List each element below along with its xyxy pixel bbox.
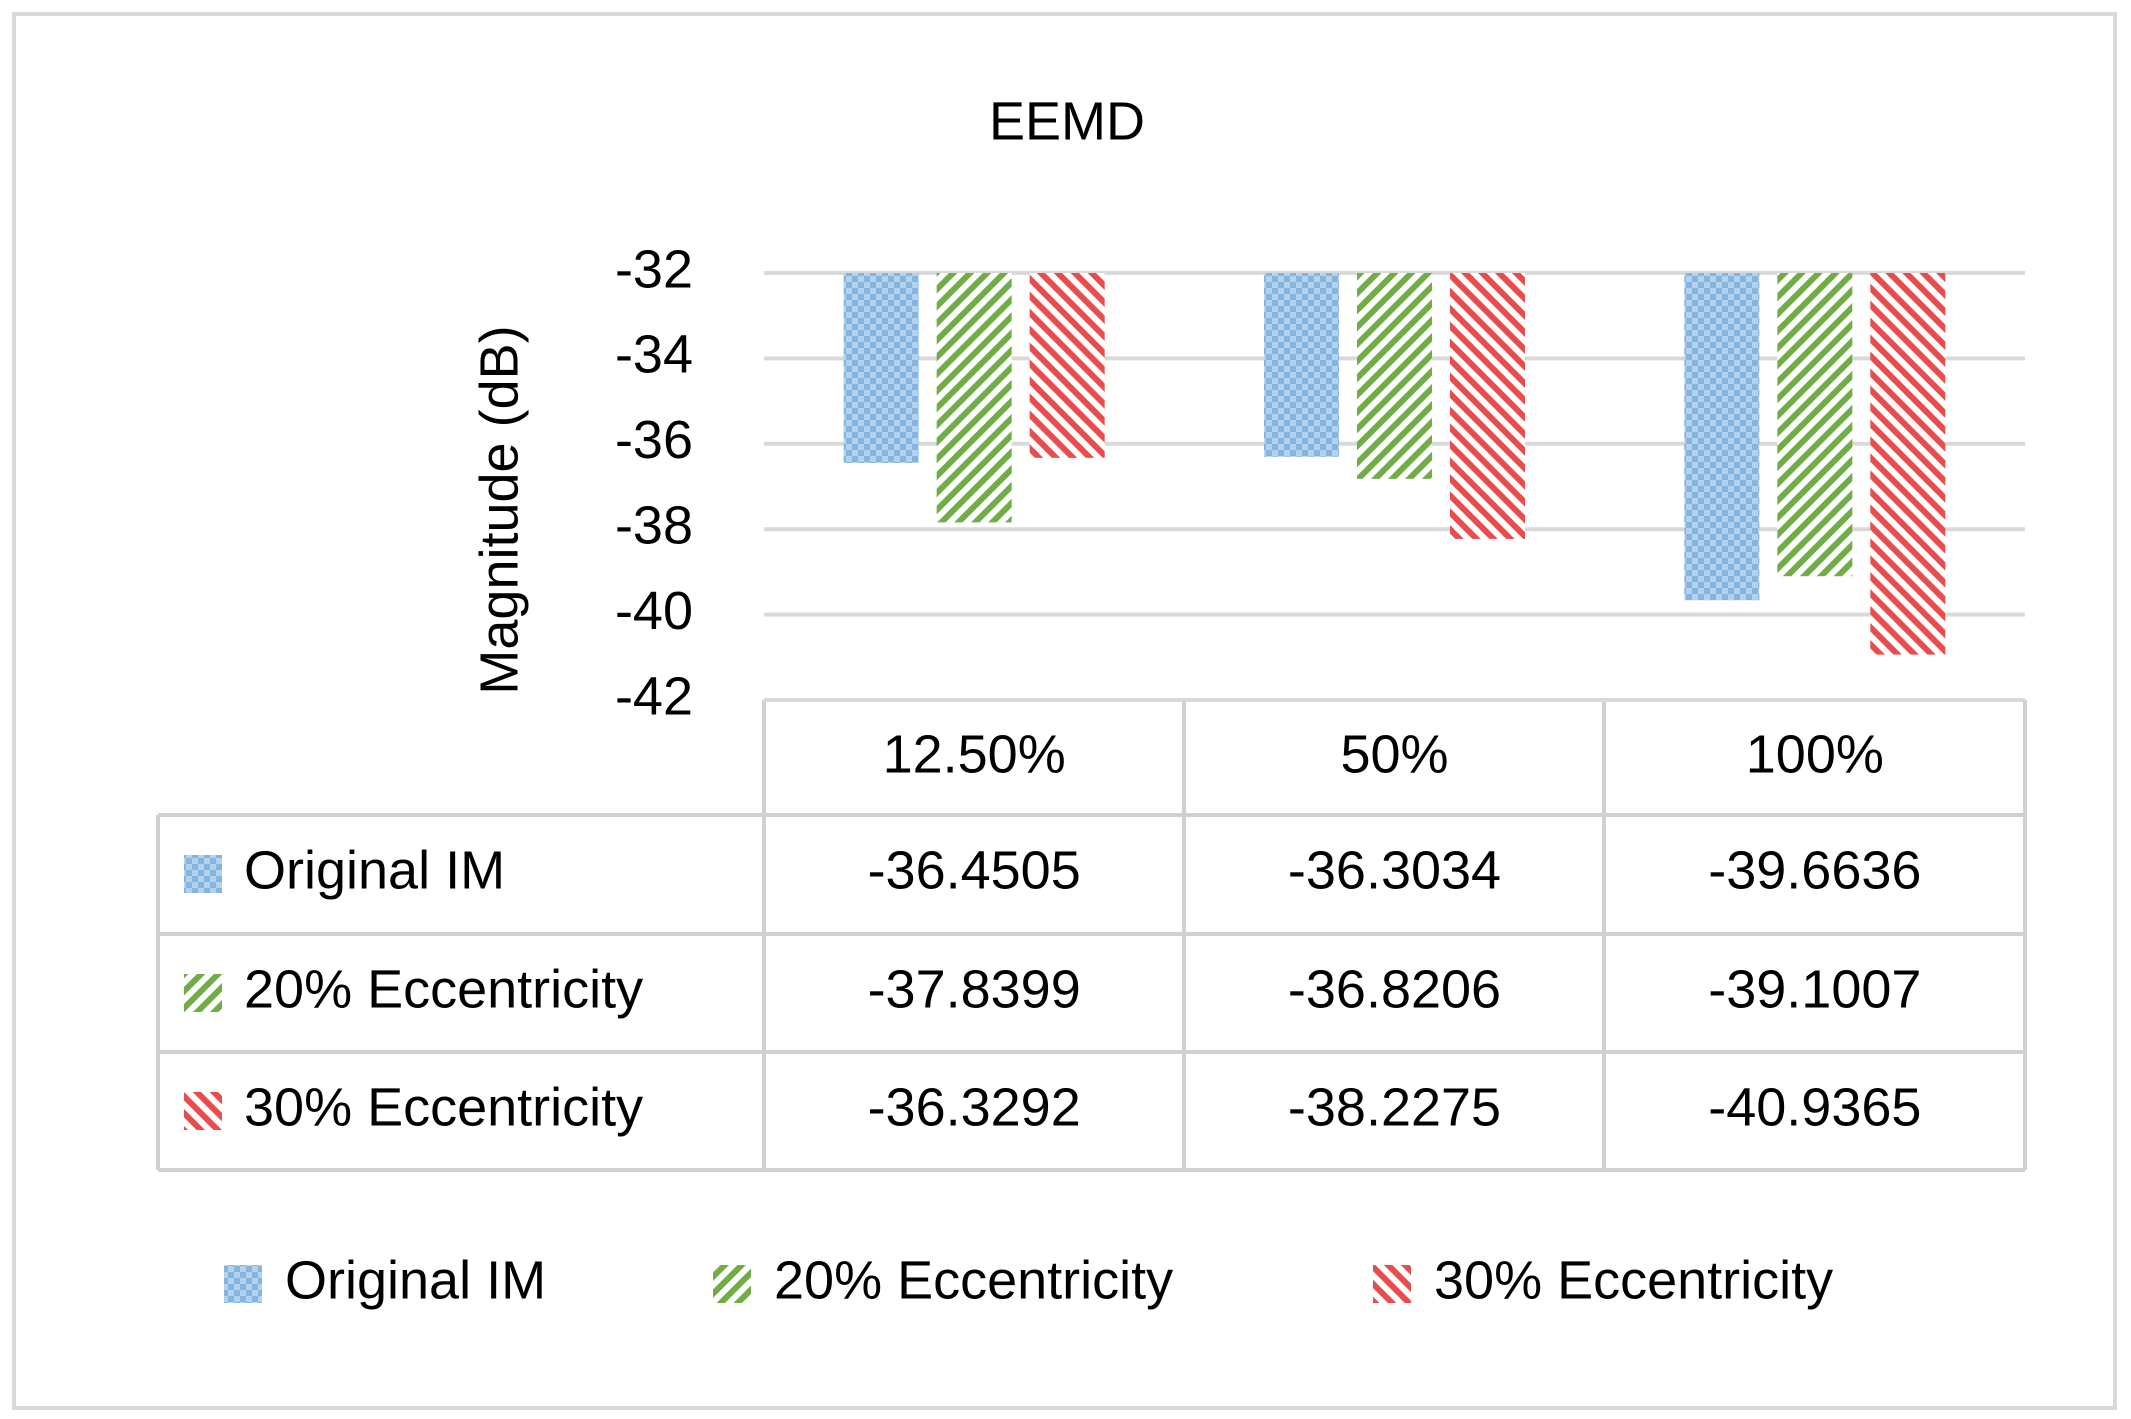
table-cell: -36.8206	[1288, 959, 1501, 1019]
table-cell: -36.3292	[868, 1077, 1081, 1137]
table-cell: -36.3034	[1288, 840, 1501, 900]
y-tick-label: -34	[615, 325, 693, 385]
legend-swatch	[1373, 1265, 1411, 1303]
legend-swatch	[224, 1265, 262, 1303]
y-tick-label: -38	[615, 495, 693, 555]
bar	[843, 273, 919, 464]
table-header: 50%	[1340, 724, 1448, 784]
table-row-label: 30% Eccentricity	[244, 1077, 643, 1137]
table-header: 100%	[1746, 724, 1884, 784]
y-tick-label: -40	[615, 581, 693, 641]
table-legend-swatch	[184, 855, 222, 893]
y-tick-label: -36	[615, 410, 693, 470]
table-header: 12.50%	[883, 724, 1066, 784]
table-cell: -39.1007	[1708, 959, 1921, 1019]
bar	[1357, 273, 1432, 479]
bar	[936, 273, 1012, 523]
bar	[1029, 273, 1105, 458]
table-cell: -39.6636	[1708, 840, 1921, 900]
legend-swatch	[713, 1265, 751, 1303]
y-tick-label: -32	[615, 239, 693, 299]
bar	[1870, 273, 1946, 655]
legend-label: Original IM	[285, 1250, 546, 1310]
legend-label: 20% Eccentricity	[774, 1250, 1173, 1310]
bar	[1684, 273, 1760, 601]
chart-title: EEMD	[989, 91, 1145, 151]
table-legend-swatch	[184, 974, 222, 1012]
y-axis-label: Magnitude (dB)	[469, 325, 529, 694]
table-legend-swatch	[184, 1092, 222, 1130]
legend-label: 30% Eccentricity	[1434, 1250, 1833, 1310]
table-cell: -36.4505	[868, 840, 1081, 900]
bar	[1264, 273, 1339, 457]
table-row-label: Original IM	[244, 840, 505, 900]
bar	[1777, 273, 1853, 577]
y-tick-label: -42	[615, 666, 693, 726]
table-cell: -37.8399	[868, 959, 1081, 1019]
bar	[1450, 273, 1525, 539]
table-row-label: 20% Eccentricity	[244, 959, 643, 1019]
table-cell: -40.9365	[1708, 1077, 1921, 1137]
table-cell: -38.2275	[1288, 1077, 1501, 1137]
chart-border	[12, 12, 2117, 1410]
